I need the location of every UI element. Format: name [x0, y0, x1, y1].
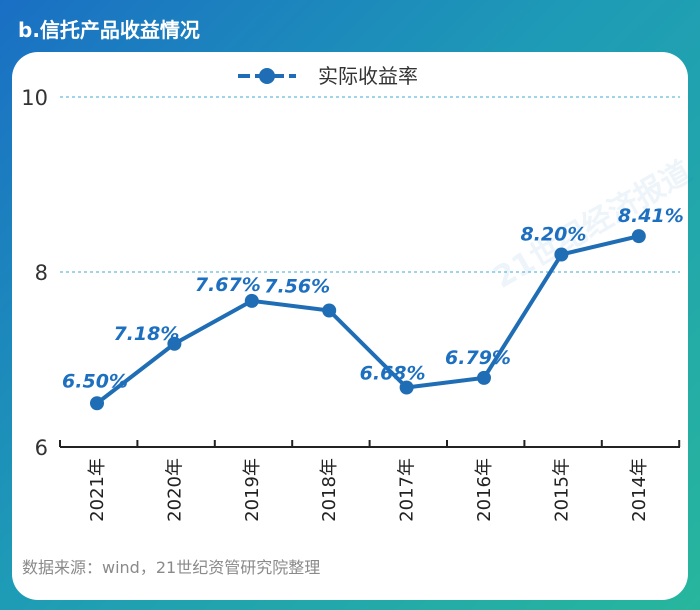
x-tick-label: 2016年	[474, 458, 495, 522]
y-tick-label: 6	[35, 436, 48, 460]
data-point	[322, 303, 337, 318]
x-tick-label: 2020年	[164, 458, 185, 522]
data-label: 8.20%	[520, 224, 586, 246]
data-label: 7.67%	[195, 274, 261, 296]
page-title: b.信托产品收益情况	[18, 18, 200, 42]
data-point	[631, 229, 646, 244]
data-label: 7.56%	[264, 276, 330, 298]
data-point	[399, 380, 414, 395]
data-point	[244, 293, 259, 308]
data-label: 6.50%	[62, 370, 128, 392]
x-tick-label: 2019年	[242, 458, 263, 522]
legend-marker	[259, 68, 275, 84]
x-tick-label: 2018年	[319, 458, 340, 522]
data-label: 6.68%	[360, 363, 426, 385]
source-note: 数据来源：wind，21世纪资管研究院整理	[22, 558, 321, 577]
legend-label: 实际收益率	[318, 64, 418, 88]
data-label: 8.41%	[618, 205, 684, 227]
data-label: 6.79%	[445, 347, 511, 369]
y-tick-label: 10	[21, 86, 48, 110]
y-tick-label: 8	[35, 261, 48, 285]
x-tick-label: 2015年	[551, 458, 572, 522]
data-point	[167, 336, 182, 351]
x-tick-label: 2021年	[87, 458, 108, 522]
series-line	[95, 234, 640, 405]
x-tick-label: 2017年	[397, 458, 418, 522]
chart-panel	[12, 52, 688, 600]
data-point	[477, 370, 491, 385]
x-tick-label: 2014年	[629, 458, 650, 522]
data-point	[554, 247, 569, 262]
data-label: 7.18%	[113, 323, 179, 345]
data-point	[90, 396, 104, 411]
